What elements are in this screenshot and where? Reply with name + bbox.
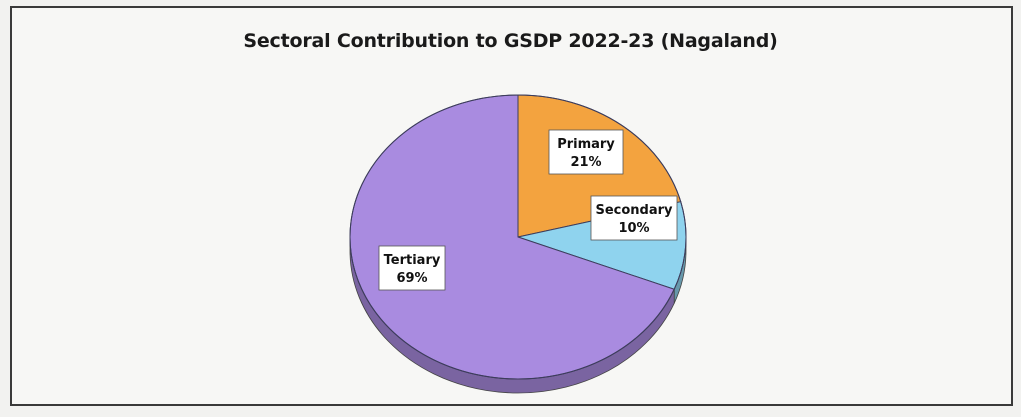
data-label-secondary: Secondary 10% xyxy=(590,195,678,241)
data-label-name: Primary xyxy=(557,137,615,152)
data-label-name: Tertiary xyxy=(384,253,441,268)
pie-outline xyxy=(349,94,687,380)
data-label-primary: Primary 21% xyxy=(548,129,624,175)
data-label-value: 21% xyxy=(570,155,601,170)
chart-title: Sectoral Contribution to GSDP 2022-23 (N… xyxy=(243,30,778,52)
pie-labels: Primary 21% Secondary 10% Tertiary 69% xyxy=(378,129,678,291)
data-label-value: 10% xyxy=(618,221,649,236)
data-label-value: 69% xyxy=(396,271,427,286)
data-label-box xyxy=(548,129,624,175)
data-label-tertiary: Tertiary 69% xyxy=(378,245,446,291)
data-label-box xyxy=(378,245,446,291)
data-label-name: Secondary xyxy=(595,203,673,218)
data-label-box xyxy=(590,195,678,241)
